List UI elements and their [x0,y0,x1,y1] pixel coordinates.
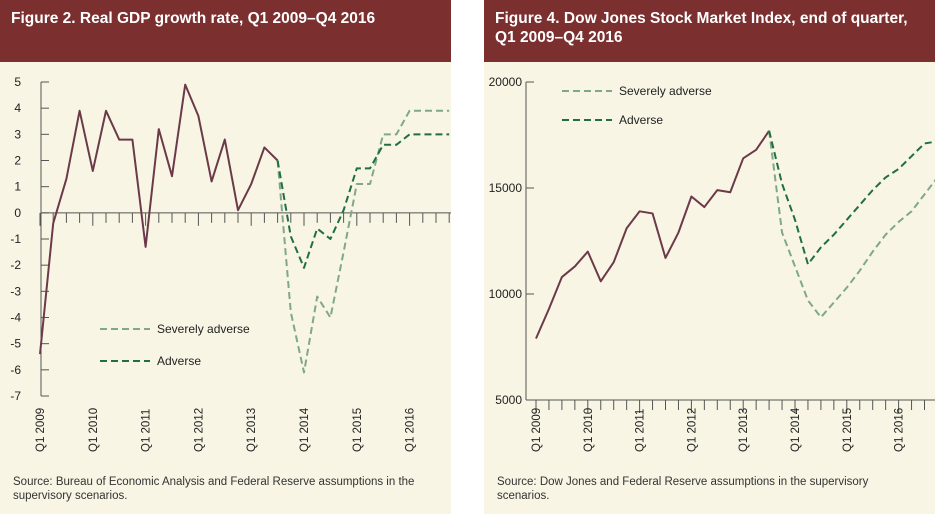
y-tick-label: -4 [10,311,21,325]
x-tick-label: Q1 2013 [738,408,750,452]
y-tick-label: -1 [10,232,21,246]
chart-title: Figure 2. Real GDP growth rate, Q1 2009–… [0,0,451,62]
x-tick-label: Q1 2011 [141,409,153,452]
y-tick-label: 5000 [495,393,522,407]
x-tick-label: Q1 2012 [686,408,698,452]
y-tick-label: 10000 [489,287,523,301]
y-tick-label: 4 [14,101,21,115]
x-tick-label: Q1 2010 [88,408,100,452]
series-line-history [535,130,770,339]
y-tick-label: 2 [14,154,21,168]
x-tick-label: Q1 2016 [405,408,417,452]
y-tick-label: 1 [14,180,21,194]
y-tick-label: 0 [14,206,21,220]
x-tick-label: Q1 2009 [35,408,47,452]
y-tick-label: 3 [14,127,21,141]
series-line-adverse [768,130,935,266]
y-tick-label: -2 [10,258,21,272]
x-tick-label: Q1 2010 [583,408,595,452]
chart-title: Figure 4. Dow Jones Stock Market Index, … [484,0,935,62]
y-tick-label: 20000 [489,75,523,89]
dow-jones-chart: 20000 15000 10000 5000 Q1 2009 Q1 2010 Q1 2011… [489,75,935,452]
x-tick-label: Q1 2012 [193,408,205,452]
x-tick-label: Q1 2015 [352,408,364,452]
x-tick-label: Q1 2009 [531,408,543,452]
y-tick-label: -5 [10,337,21,351]
legend-label-severely-adverse: Severely adverse [619,84,712,98]
series-line-adverse [276,133,450,269]
legend-label-severely-adverse: Severely adverse [157,322,250,336]
y-tick-label: 15000 [489,181,523,195]
y-tick-label: -6 [10,363,21,377]
y-tick-label: -7 [10,389,21,403]
series-line-history [39,83,279,355]
legend-label-adverse: Adverse [619,113,663,127]
dow-jones-chart-panel: Figure 4. Dow Jones Stock Market Index, … [484,0,935,514]
x-tick-label: Q1 2015 [842,408,854,452]
series-line-severely-adverse [768,130,935,319]
x-tick-label: Q1 2013 [246,408,258,452]
x-tick-label: Q1 2011 [635,409,647,452]
y-tick-label: 5 [14,75,21,89]
chart-source-note: Source: Bureau of Economic Analysis and … [13,476,415,502]
legend-label-adverse: Adverse [157,354,201,368]
gdp-chart: 5 4 3 2 1 0 -1 -2 -3 -4 -5 -6 -7 Q1 2009 Q1 2010 Q1 201… [10,75,451,452]
series-line-severely-adverse [276,109,450,374]
chart-source-note: Source: Dow Jones and Federal Reserve as… [497,476,869,502]
x-tick-label: Q1 2016 [894,408,906,452]
x-tick-label: Q1 2014 [790,407,802,452]
x-tick-label: Q1 2014 [299,407,311,452]
y-tick-label: -3 [10,284,21,298]
gdp-chart-panel: Figure 2. Real GDP growth rate, Q1 2009–… [0,0,451,514]
